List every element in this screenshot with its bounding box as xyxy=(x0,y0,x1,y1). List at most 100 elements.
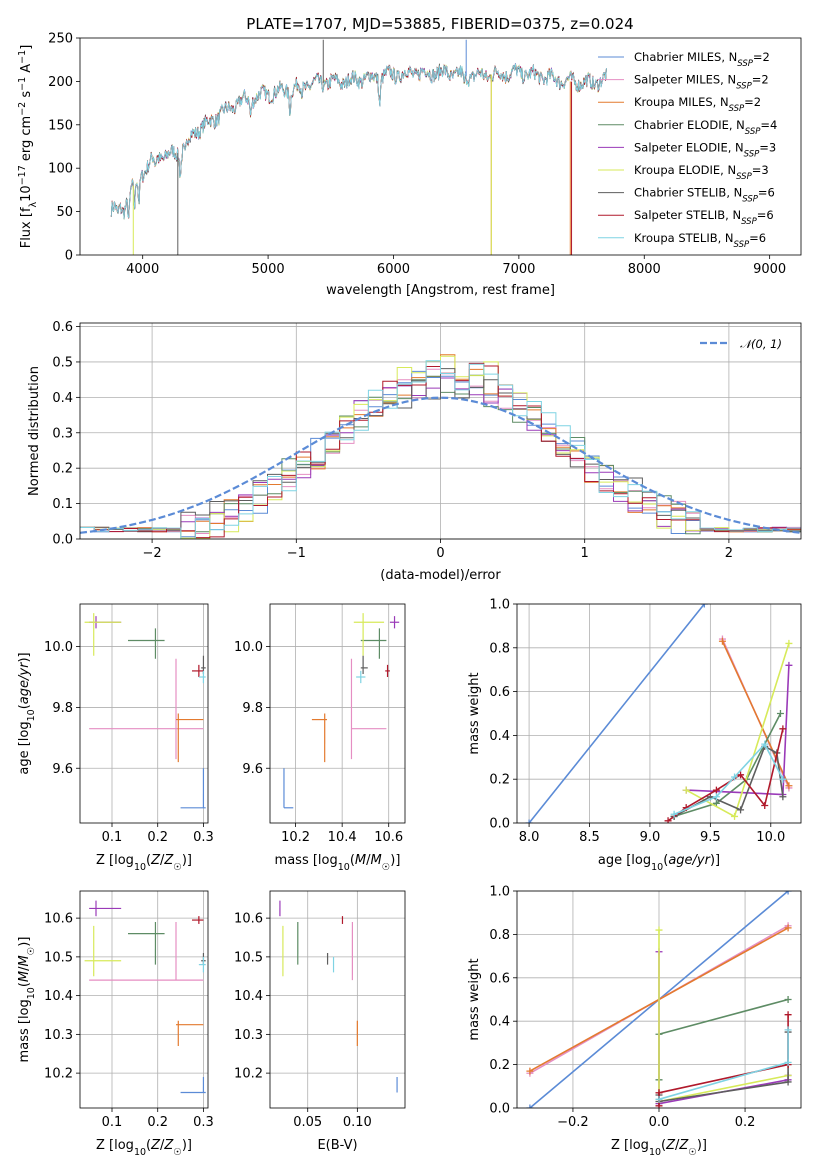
mass-vs-z-xlabel: Z [log10(Z/Z☉)] xyxy=(96,1138,192,1158)
residuals-frame xyxy=(79,322,802,540)
residuals-hist-chabrier-stelib xyxy=(80,368,801,533)
mass-vs-z-y-tick-label: 10.2 xyxy=(44,1067,73,1082)
mass-vs-z-y-tick-label: 10.3 xyxy=(44,1028,73,1043)
residuals-ylabel: Normed distribution xyxy=(27,366,42,496)
age-vs-z-xlabel: Z [log10(Z/Z☉)] xyxy=(96,853,192,873)
legend-label-salpeter-elodie: Salpeter ELODIE, NSSP=3 xyxy=(634,140,776,159)
legend-label-chabrier-elodie: Chabrier ELODIE, NSSP=4 xyxy=(634,118,777,137)
weight-vs-age-marker-salpeter-stelib xyxy=(664,817,672,823)
weight-vs-z-marker-chabrier-miles xyxy=(784,891,792,895)
residuals-x-tick-label: 2 xyxy=(725,546,733,561)
residuals-y-tick-label: 0.2 xyxy=(52,462,73,477)
age-vs-mass-x-tick-label: 10.4 xyxy=(328,830,357,845)
residuals-x-tick-label: −2 xyxy=(143,546,162,561)
residuals-series-group xyxy=(80,354,801,539)
weight-vs-z-y-tick-label: 0.6 xyxy=(489,971,510,986)
weight-vs-age-x-tick-label: 8.0 xyxy=(519,830,540,845)
age-vs-z-y-tick-label: 9.6 xyxy=(52,762,73,777)
mass-vs-ebv-x-tick-label: 0.05 xyxy=(293,1115,322,1130)
mass-vs-ebv-points xyxy=(279,900,398,1094)
mass-vs-z-ylabel: mass [log10(M/M☉)] xyxy=(17,937,37,1063)
residuals-y-tick-label: 0.5 xyxy=(52,355,73,370)
weight-vs-age-x-tick-label: 10.0 xyxy=(756,830,785,845)
weight-vs-age-marker-salpeter-elodie xyxy=(785,661,793,669)
age-vs-mass-frame xyxy=(269,603,406,824)
mass-vs-ebv-y-tick-label: 10.5 xyxy=(234,950,263,965)
weight-vs-z-x-tick-label: 0.2 xyxy=(735,1115,756,1130)
legend-label-kroupa-stelib: Kroupa STELIB, NSSP=6 xyxy=(634,231,766,250)
age-vs-z-points xyxy=(84,613,206,809)
weight-vs-age-y-tick-label: 0.8 xyxy=(489,641,510,656)
weight-vs-z-marker-chabrier-miles xyxy=(526,1104,534,1108)
mass-vs-z-x-tick-label: 0.3 xyxy=(193,1115,214,1130)
residuals-legend-label: 𝒩(0, 1) xyxy=(740,337,782,351)
spectrum-series-group xyxy=(110,39,607,255)
weight-vs-age-x-tick-label: 9.5 xyxy=(700,830,721,845)
weight-vs-z-lines xyxy=(526,891,792,1108)
spectrum-x-tick-label: 7000 xyxy=(502,262,535,277)
weight-vs-z-marker-kroupa-miles xyxy=(526,1067,534,1075)
mass-vs-z-y-tick-label: 10.4 xyxy=(44,989,73,1004)
weight-vs-age-marker-kroupa-elodie xyxy=(785,639,793,647)
legend-label-kroupa-elodie: Kroupa ELODIE, NSSP=3 xyxy=(634,163,769,182)
weight-vs-z-marker-chabrier-stelib xyxy=(784,1078,792,1086)
weight-vs-age-x-tick-label: 8.5 xyxy=(579,830,600,845)
weight-vs-age-marker-salpeter-stelib xyxy=(761,801,769,809)
weight-vs-age-marker-kroupa-miles xyxy=(785,782,793,790)
weight-vs-z-marker-chabrier-elodie xyxy=(784,996,792,1003)
weight-vs-z-marker-salpeter-stelib xyxy=(655,1102,663,1108)
weight-vs-age-lines xyxy=(525,604,793,823)
weight-vs-z-marker-salpeter-stelib xyxy=(655,1089,663,1097)
mass-vs-ebv-y-tick-label: 10.4 xyxy=(234,989,263,1004)
weight-vs-z-ylabel: mass weight xyxy=(467,958,482,1040)
weight-vs-age-xlabel: age [log10(age/yr)] xyxy=(598,853,720,873)
mass-vs-z-frame xyxy=(79,890,209,1109)
weight-vs-z-marker-kroupa-miles xyxy=(784,924,792,932)
mass-vs-ebv-axes: 0.05 0.10 10.2 10.3 10.4 10.5 10.6 xyxy=(234,891,405,1130)
weight-vs-age-x-tick-label: 9.0 xyxy=(640,830,661,845)
spectrum-frame xyxy=(79,37,802,256)
weight-vs-z-y-tick-label: 0.4 xyxy=(489,1015,510,1030)
mass-vs-z-y-tick-label: 10.6 xyxy=(44,912,73,927)
weight-vs-z-marker-kroupa-stelib xyxy=(784,1058,792,1066)
residuals-x-tick-label: −1 xyxy=(287,546,306,561)
age-vs-z-ylabel: age [log10(age/yr)] xyxy=(17,652,37,774)
spectrum-line-kroupa-stelib xyxy=(110,63,607,219)
weight-vs-z-marker-salpeter-stelib xyxy=(784,1011,792,1019)
spectrum-y-tick-label: 150 xyxy=(48,118,73,133)
weight-vs-z-frame xyxy=(516,890,802,1109)
age-vs-z-x-tick-label: 0.3 xyxy=(193,830,214,845)
weight-vs-age-marker-kroupa-elodie xyxy=(731,812,739,820)
weight-vs-z-y-tick-label: 1.0 xyxy=(489,885,510,900)
legend-label-salpeter-miles: Salpeter MILES, NSSP=2 xyxy=(634,73,769,92)
spectrum-title: PLATE=1707, MJD=53885, FIBERID=0375, z=0… xyxy=(246,15,633,33)
weight-vs-age-marker-kroupa-stelib xyxy=(779,775,787,783)
weight-vs-age-ylabel: mass weight xyxy=(467,672,482,754)
weight-vs-age-marker-salpeter-stelib xyxy=(737,771,745,779)
weight-vs-z-y-tick-label: 0.2 xyxy=(489,1058,510,1073)
legend-label-chabrier-miles: Chabrier MILES, NSSP=2 xyxy=(634,50,770,69)
mass-vs-ebv-x-tick-label: 0.10 xyxy=(343,1115,372,1130)
mass-vs-ebv-frame xyxy=(269,890,406,1109)
weight-vs-age-y-tick-label: 0.0 xyxy=(489,817,510,832)
weight-vs-age-marker-chabrier-stelib xyxy=(779,793,787,801)
mass-vs-ebv-y-tick-label: 10.6 xyxy=(234,912,263,927)
weight-vs-z-x-tick-label: −0.2 xyxy=(557,1115,589,1130)
age-vs-z-frame xyxy=(79,603,209,824)
weight-vs-age-marker-chabrier-elodie xyxy=(712,799,720,807)
age-vs-mass-axes: 10.2 10.4 10.6 9.6 9.8 10.0 xyxy=(234,604,405,845)
age-vs-mass-y-tick-label: 10.0 xyxy=(234,640,263,655)
residuals-hist-kroupa-stelib xyxy=(80,360,801,539)
legend-label-kroupa-miles: Kroupa MILES, NSSP=2 xyxy=(634,95,761,114)
weight-vs-z-marker-kroupa-stelib xyxy=(784,1026,792,1034)
weight-vs-age-marker-kroupa-stelib xyxy=(731,773,739,781)
spectrum-axes: 4000 5000 6000 7000 8000 9000 0 50 100 150 200 250 xyxy=(48,32,786,278)
spectrum-x-tick-label: 4000 xyxy=(126,262,159,277)
spectrum-xlabel: wavelength [Angstrom, rest frame] xyxy=(326,283,555,298)
age-vs-mass-y-tick-label: 9.8 xyxy=(242,701,263,716)
weight-vs-age-marker-chabrier-elodie xyxy=(776,710,784,717)
spectrum-y-tick-label: 200 xyxy=(48,75,73,90)
spectrum-legend: Chabrier MILES, NSSP=2 Salpeter MILES, NS… xyxy=(598,50,777,250)
residuals-x-tick-label: 0 xyxy=(436,546,444,561)
spectrum-y-tick-label: 50 xyxy=(56,205,73,220)
